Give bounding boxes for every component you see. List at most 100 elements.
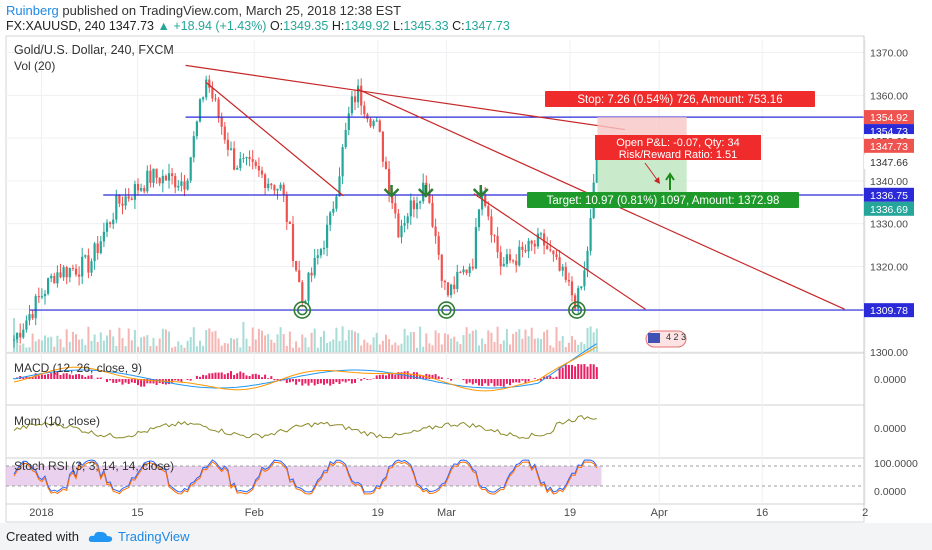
- candle-body: [375, 120, 378, 122]
- macd-histogram-bar: [369, 379, 372, 380]
- stoch-title: Stoch RSI (3, 3, 14, 14, close): [14, 459, 174, 473]
- candle-body: [310, 272, 313, 276]
- macd-histogram-bar: [319, 379, 322, 384]
- volume-bar: [456, 341, 459, 352]
- macd-histogram-bar: [354, 379, 356, 383]
- volume-bar: [567, 342, 570, 352]
- candle-body: [561, 266, 564, 271]
- macd-histogram-bar: [577, 364, 580, 379]
- candle-body: [508, 254, 512, 261]
- candle-body: [171, 173, 174, 176]
- time-tick-4: Mar: [437, 507, 456, 519]
- volume-bar: [490, 332, 493, 352]
- macd-histogram-bar: [350, 379, 353, 384]
- price-label-bg-0: [864, 110, 914, 125]
- candle-body: [109, 222, 112, 225]
- volume-bar: [199, 340, 201, 352]
- macd-histogram-bar: [431, 374, 434, 379]
- macd-histogram-bar: [527, 379, 530, 382]
- volume-bar: [329, 341, 332, 352]
- volume-bar: [112, 336, 115, 352]
- candle-body: [174, 175, 177, 188]
- price-tick-5: 1320.00: [870, 261, 908, 273]
- candle-body: [71, 267, 74, 269]
- macd-histogram-bar: [313, 379, 316, 386]
- volume-bar: [295, 341, 298, 352]
- volume-bar: [298, 347, 301, 352]
- price-label-text-4: 1347.66: [870, 157, 908, 169]
- volume-bar: [443, 333, 446, 352]
- candle-body: [487, 206, 490, 217]
- candle-body: [555, 254, 558, 258]
- volume-bar: [416, 347, 418, 352]
- candle-body: [177, 185, 180, 188]
- candle-body: [521, 246, 524, 250]
- macd-histogram-bar: [298, 379, 301, 382]
- macd-histogram-bar: [186, 379, 189, 380]
- volume-bar: [459, 344, 462, 352]
- macd-histogram-bar: [385, 375, 387, 379]
- price-label-text-6: 1336.69: [870, 204, 908, 216]
- volume-bar: [127, 328, 130, 352]
- volume-bar: [44, 335, 46, 352]
- macd-histogram-bar: [391, 372, 394, 379]
- candle-body: [428, 192, 431, 203]
- candle-body: [583, 270, 586, 287]
- volume-bar: [174, 346, 177, 352]
- stoch-band: [6, 466, 602, 486]
- volume-bar: [56, 335, 59, 352]
- macd-histogram-bar: [595, 367, 598, 379]
- candle-body: [406, 216, 409, 224]
- candle-body: [158, 177, 161, 184]
- macd-histogram-bar: [422, 375, 425, 379]
- chart-svg[interactable]: Stop: 7.26 (0.54%) 726, Amount: 753.16 Op…: [0, 0, 932, 523]
- candle-body: [195, 121, 198, 137]
- macd-histogram-bar: [71, 375, 74, 379]
- volume-bar: [53, 346, 56, 352]
- macd-histogram-bar: [115, 379, 118, 383]
- volume-bar: [273, 342, 276, 352]
- candle-body: [295, 261, 298, 271]
- stoch-k-line: [13, 459, 598, 493]
- candle-body: [477, 209, 481, 228]
- volume-bar: [375, 332, 378, 352]
- trendline-3: [473, 193, 646, 310]
- macd-histogram-bar: [65, 373, 68, 379]
- author-link[interactable]: Ruinberg: [6, 3, 59, 18]
- volume-bar: [140, 337, 143, 352]
- macd-histogram-bar: [40, 374, 43, 379]
- macd-histogram-bar: [450, 379, 453, 381]
- support-circle-inner-2: [571, 304, 583, 316]
- candle-body: [474, 227, 477, 269]
- macd-histogram-bar: [515, 379, 518, 383]
- tradingview-brand[interactable]: TradingView: [118, 529, 190, 544]
- volume-bar: [546, 329, 549, 352]
- volume-bar: [264, 335, 267, 352]
- volume-bar: [496, 326, 499, 352]
- macd-signal-line: [13, 346, 598, 392]
- volume-bar: [577, 344, 580, 352]
- volume-bar: [505, 329, 508, 352]
- volume-bar: [34, 341, 37, 352]
- candle-body: [322, 247, 326, 250]
- volume-bar: [75, 334, 77, 352]
- volume-bar: [109, 329, 112, 352]
- macd-histogram-bar: [592, 364, 595, 379]
- candle-body: [338, 176, 341, 197]
- volume-bar: [428, 343, 431, 352]
- macd-histogram-bar: [323, 379, 325, 385]
- symbol: FX:XAUUSD, 240: [6, 19, 106, 33]
- candle-body: [499, 252, 502, 267]
- candle-body: [357, 85, 360, 103]
- candle-body: [28, 314, 31, 321]
- macd-histogram-bar: [326, 379, 329, 384]
- drawings[interactable]: Stop: 7.26 (0.54%) 726, Amount: 753.16 Op…: [30, 64, 864, 348]
- candle-body: [471, 266, 474, 269]
- volume-bar: [118, 327, 121, 352]
- volume-bar: [549, 345, 552, 352]
- macd-histogram-bar: [137, 379, 139, 386]
- volume-bar: [137, 346, 139, 352]
- volume-bar: [248, 346, 251, 352]
- macd-histogram-bar: [496, 379, 499, 386]
